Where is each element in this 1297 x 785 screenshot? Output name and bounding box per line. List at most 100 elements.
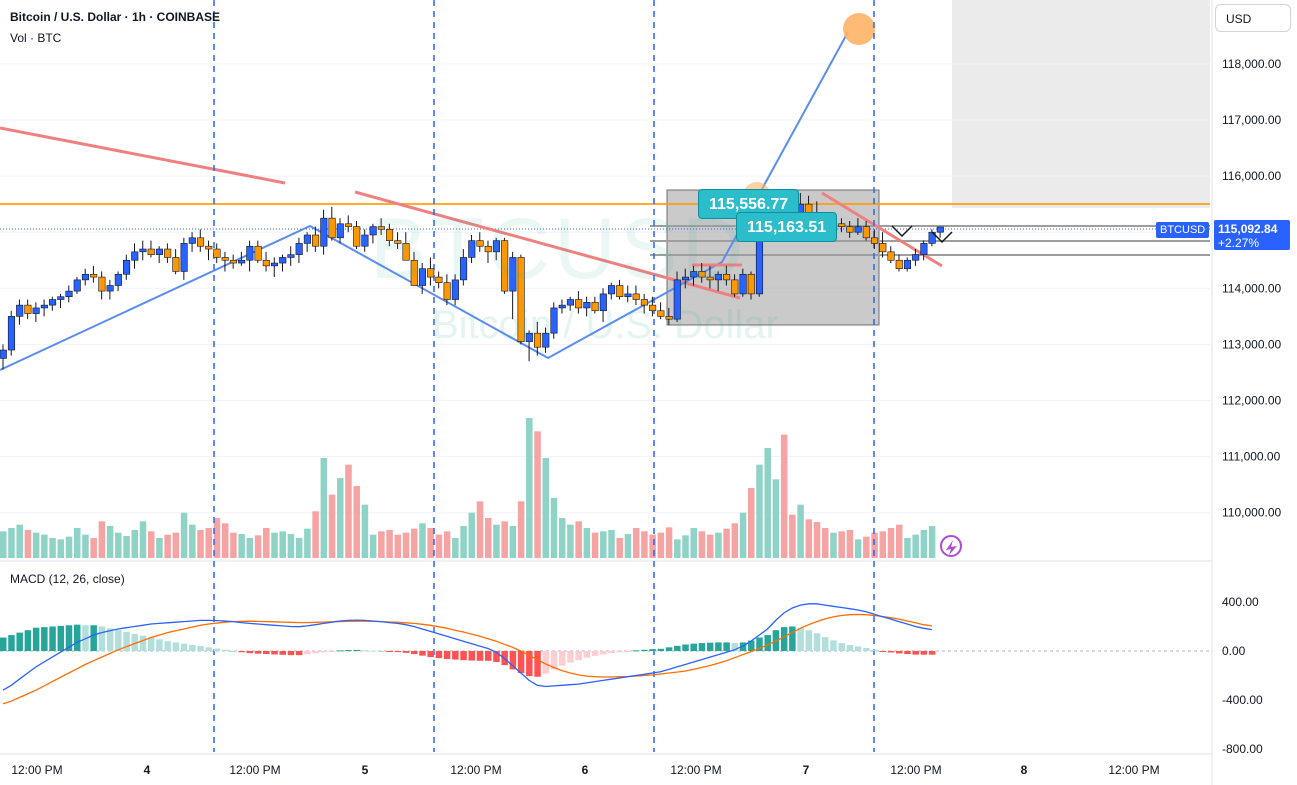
volume-bar [32,532,40,558]
volume-bar [854,539,862,558]
macd-histogram-bar [205,647,212,651]
volume-bar [435,534,443,558]
candle-body [739,273,747,295]
macd-histogram-bar [748,640,755,651]
candle-body [394,240,402,244]
macd-histogram-bar [674,645,681,651]
macd-histogram-bar [550,651,558,670]
candle-body [920,243,928,255]
candle-body [468,240,476,258]
symbol-price-tag: BTCUSD [1156,222,1210,238]
volume-bar [624,534,632,558]
candle-body [16,304,24,317]
macd-histogram-bar [106,628,114,651]
macd-histogram-bar [830,640,837,651]
volume-bar [106,526,114,558]
time-tick-label: 5 [362,763,369,777]
macd-histogram-bar [509,651,517,670]
time-tick-label: 12:00 PM [670,763,721,777]
candle-body [936,226,944,233]
volume-bar [706,534,714,558]
macd-histogram-bar [312,651,319,654]
trendline-red [0,126,286,185]
last-price-value: 115,092.84 [1218,222,1278,236]
volume-bar [139,521,147,558]
macd-histogram-bar [435,651,443,659]
arrow-marker [891,225,913,238]
volume-bar [238,534,245,558]
volume-bar [509,526,517,558]
candle-body [57,296,65,300]
time-tick-label: 6 [582,763,589,777]
candle-body [196,237,205,247]
volume-bar [928,526,936,558]
volume-bar [772,479,780,558]
lightning-icon [946,540,957,555]
macd-histogram-bar [0,637,7,651]
macd-histogram-bar [131,633,139,651]
volume-bar [452,538,459,558]
macd-histogram-bar [632,650,640,652]
volume-bar [254,535,262,558]
price-tick-label: 113,000.00 [1222,337,1281,351]
candle-body [238,259,246,264]
volume-bar [657,532,665,558]
volume-bar [534,431,541,558]
volume-bar [682,535,689,558]
time-tick-label: 8 [1021,763,1028,777]
macd-histogram-bar [484,651,492,661]
candle-body [566,299,574,306]
volume-bar [49,538,56,558]
time-tick-label: 12:00 PM [229,763,280,777]
volume-bar [764,448,771,558]
price-tick-label: 116,000.00 [1222,169,1281,183]
candle-body [657,310,665,317]
volume-bar [476,501,484,558]
volume-bar [287,534,295,558]
volume-bar [378,531,385,558]
volume-bar [690,528,697,558]
candle-body [180,243,188,272]
candle-body [624,293,632,298]
candle-body [517,257,525,342]
macd-histogram-bar [49,626,56,651]
volume-bar [493,524,500,558]
macd-histogram-bar [854,646,862,651]
candle-body [361,234,369,247]
candle-body [172,257,180,272]
volume-bar [0,531,7,558]
candle-body [40,304,48,309]
candle-body [533,332,542,348]
macd-histogram-bar [690,643,697,651]
macd-histogram-bar [813,633,821,651]
candle-body [0,349,7,359]
candle-body [558,304,566,309]
volume-bar [583,528,591,558]
candle-body [229,259,237,264]
volume-bar [337,478,344,558]
candle-body [106,285,114,292]
macd-histogram-bar [279,651,286,655]
macd-histogram-bar [230,651,237,652]
volume-bar [328,494,336,558]
candle-body [336,223,344,239]
candle-body [279,257,287,264]
candle-body [402,243,410,261]
candle-body [550,307,558,334]
volume-bar [608,530,615,558]
macd-legend: MACD (12, 26, close) [10,572,125,586]
price-tick-label: 117,000.00 [1222,113,1281,127]
macd-histogram-bar [682,644,689,651]
candle-body [81,273,89,281]
macd-histogram-bar [263,651,270,655]
price-callout-low[interactable]: 115,163.51 [736,212,838,242]
volume-bar [386,530,393,558]
volume-bar [591,532,599,558]
price-tick-label: 111,000.00 [1222,450,1281,464]
macd-histogram-bar [90,625,97,651]
currency-button[interactable]: USD [1215,4,1291,32]
volume-bar [632,528,640,558]
volume-bar [641,531,648,558]
macd-histogram-bar [468,651,476,661]
